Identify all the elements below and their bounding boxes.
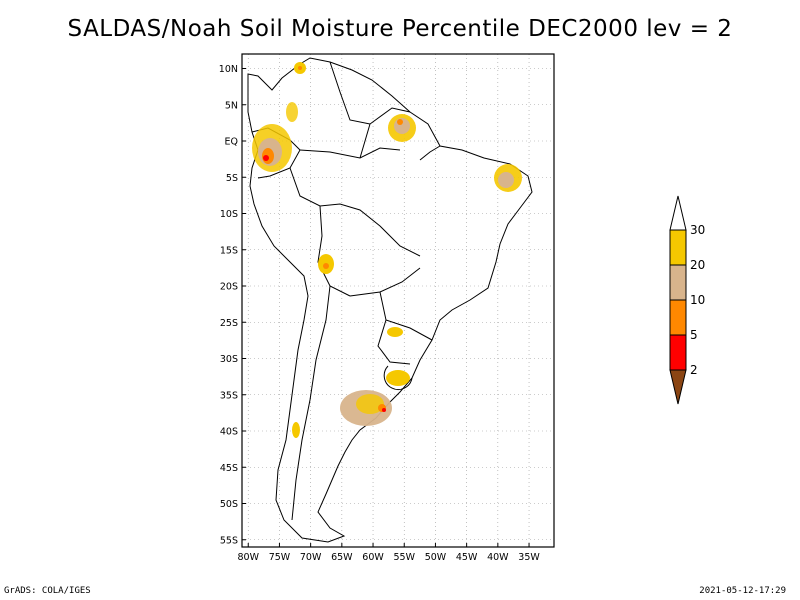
lon-tick-label: 35W xyxy=(518,552,540,563)
lat-tick-label: 50S xyxy=(220,499,238,510)
lon-tick-label: 70W xyxy=(300,552,322,563)
colorbar-label: 5 xyxy=(690,328,698,342)
colorbar-label: 10 xyxy=(690,293,705,307)
lon-tick-label: 40W xyxy=(487,552,509,563)
lat-tick-label: 25S xyxy=(220,318,238,329)
colorbar-segment xyxy=(669,229,687,266)
lat-tick-label: 30S xyxy=(220,354,238,365)
colorbar-label: 20 xyxy=(690,258,705,272)
colorbar-segment xyxy=(669,299,687,336)
lon-tick-label: 45W xyxy=(456,552,478,563)
soil-moisture-patches xyxy=(252,62,522,438)
map-frame xyxy=(241,53,555,548)
colorbar: 30 20 10 5 2 xyxy=(669,195,705,405)
lat-tick-label: 10N xyxy=(219,64,238,75)
longitude-labels: 80W 75W 70W 65W 60W 55W 50W 45W 40W 35W xyxy=(237,543,540,563)
footer-credit: GrADS: COLA/IGES xyxy=(4,586,91,596)
lon-tick-label: 65W xyxy=(331,552,353,563)
lat-tick-label: 10S xyxy=(220,209,238,220)
latitude-labels: 10N 5N EQ 5S 10S 15S 20S 25S 30S 35S 40S 45S 50S 55S xyxy=(219,64,246,546)
lon-tick-label: 80W xyxy=(237,552,259,563)
colorbar-top-arrow xyxy=(669,195,687,231)
lat-tick-label: 5S xyxy=(226,173,238,184)
colorbar-label: 2 xyxy=(690,363,698,377)
lat-tick-label: 35S xyxy=(220,390,238,401)
lon-tick-label: 55W xyxy=(393,552,415,563)
lon-tick-label: 50W xyxy=(425,552,447,563)
lat-tick-label: EQ xyxy=(225,137,238,148)
map-title: SALDAS/Noah Soil Moisture Percentile DEC… xyxy=(67,16,733,42)
lat-tick-label: 40S xyxy=(220,427,238,438)
lat-tick-label: 5N xyxy=(225,100,238,111)
colorbar-segment xyxy=(669,264,687,301)
lat-tick-label: 55S xyxy=(220,535,238,546)
lat-tick-label: 45S xyxy=(220,463,238,474)
footer-timestamp: 2021-05-12-17:29 xyxy=(699,586,786,596)
lat-tick-label: 15S xyxy=(220,245,238,256)
lat-tick-label: 20S xyxy=(220,282,238,293)
colorbar-label: 30 xyxy=(690,223,705,237)
colorbar-bottom-arrow xyxy=(669,369,687,405)
lon-tick-label: 60W xyxy=(362,552,384,563)
colorbar-segment xyxy=(669,334,687,371)
lon-tick-label: 75W xyxy=(269,552,291,563)
